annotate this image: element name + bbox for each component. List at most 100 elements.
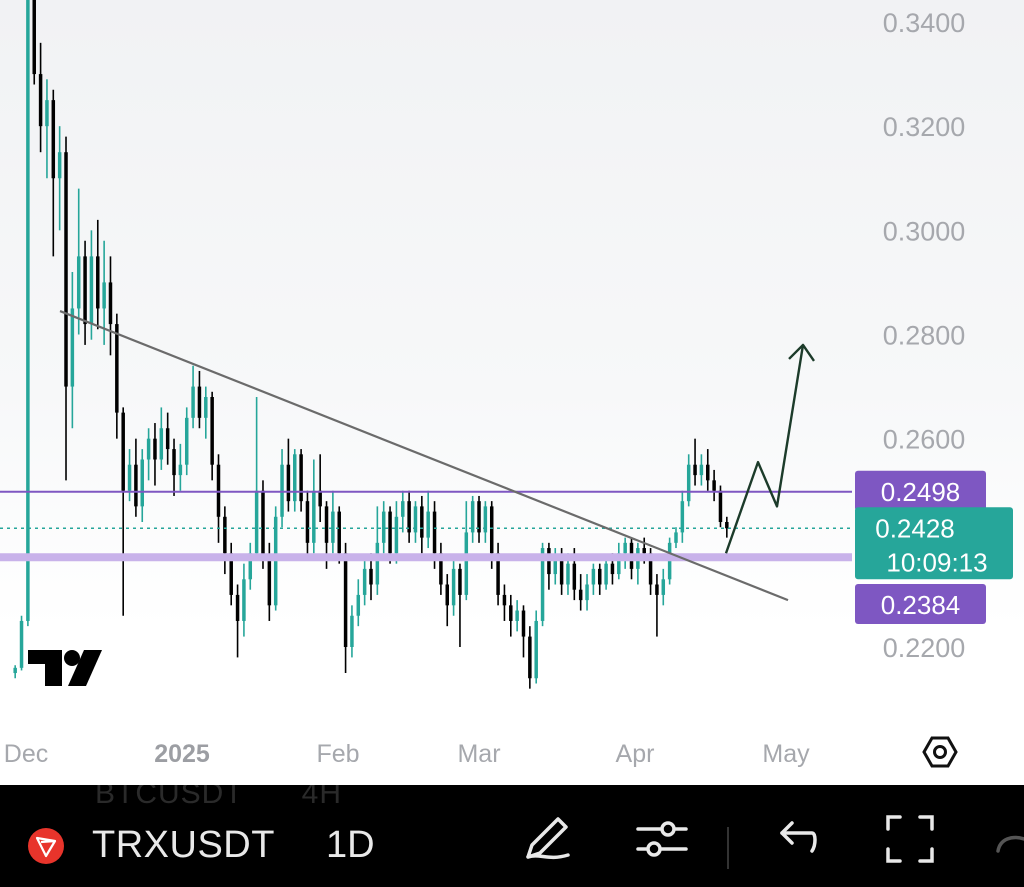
candle xyxy=(57,126,62,231)
candle-body xyxy=(108,282,113,325)
candle-body xyxy=(210,397,214,465)
candle-body xyxy=(585,584,589,601)
candle-body xyxy=(699,464,704,476)
price-axis-tick: 0.2600 xyxy=(883,425,966,455)
candle-body xyxy=(267,558,272,606)
candle-body xyxy=(178,464,183,476)
candle xyxy=(515,600,519,632)
candle-body xyxy=(693,464,697,476)
candle xyxy=(597,563,602,595)
candle xyxy=(661,568,666,606)
candle xyxy=(121,407,125,616)
candle-body xyxy=(432,511,437,554)
candle-body xyxy=(19,620,24,668)
candle-body xyxy=(540,548,545,621)
candle xyxy=(636,542,640,585)
candle-body xyxy=(51,100,56,179)
candle xyxy=(578,574,583,611)
current-price-label xyxy=(855,507,1013,580)
candle-body xyxy=(712,480,716,491)
candle xyxy=(70,272,75,429)
price-chart[interactable]: 0.3400 0.3200 0.3000 0.2800 0.2600 0.2200 Dec… xyxy=(0,0,1024,785)
candle-body xyxy=(559,558,564,585)
candle xyxy=(76,188,81,335)
candle xyxy=(146,428,151,481)
candle-body xyxy=(610,563,615,575)
candle-body xyxy=(127,464,132,491)
projection-path xyxy=(724,344,805,554)
candle xyxy=(318,454,322,522)
candle-body xyxy=(38,74,43,127)
candle-body xyxy=(451,568,456,606)
candle-body xyxy=(165,428,170,450)
time-axis-tick: Mar xyxy=(457,740,500,768)
candle-body xyxy=(464,532,469,595)
candle-body xyxy=(604,563,608,585)
bottom-toolbar: BTCUSDT 4H TRXUSDT 1D xyxy=(0,785,1024,887)
candle-body xyxy=(299,454,303,502)
candle xyxy=(280,449,284,528)
price-axis-tick: 0.3400 xyxy=(883,8,966,38)
candle xyxy=(591,563,596,595)
candle-body xyxy=(686,464,691,502)
tron-logo-icon xyxy=(28,828,64,864)
support-zone xyxy=(0,553,852,562)
candle xyxy=(699,454,704,486)
candle-body xyxy=(515,610,519,621)
time-axis-tick: Feb xyxy=(316,740,359,768)
candle xyxy=(464,501,469,601)
candle-body xyxy=(439,553,443,585)
candle xyxy=(706,449,710,491)
candle xyxy=(458,563,462,647)
more-partial-icon[interactable] xyxy=(990,811,1024,867)
time-axis-tick: 2025 xyxy=(154,740,210,768)
indicators-sliders-icon[interactable] xyxy=(634,811,690,867)
candle-body xyxy=(83,256,87,325)
candle-body xyxy=(184,417,189,465)
time-axis-tick: Apr xyxy=(616,740,655,768)
candle xyxy=(83,240,87,345)
candle-body xyxy=(235,594,240,621)
chart-settings-icon[interactable] xyxy=(922,736,958,768)
candle xyxy=(108,256,113,356)
symbol-button[interactable]: TRXUSDT xyxy=(92,824,275,866)
candle-body xyxy=(369,568,373,585)
candle-body xyxy=(64,152,68,387)
fullscreen-icon[interactable] xyxy=(882,811,938,867)
time-axis-tick: May xyxy=(762,740,810,768)
ghost-symbol-text: BTCUSDT 4H xyxy=(95,785,343,810)
draw-pen-icon[interactable] xyxy=(518,811,574,867)
projection-arrowhead xyxy=(788,343,815,362)
candle xyxy=(159,407,164,470)
candle xyxy=(26,0,30,627)
candle-body xyxy=(420,506,424,538)
candle xyxy=(305,490,310,559)
candle xyxy=(45,79,49,179)
candle xyxy=(445,574,449,627)
candle xyxy=(521,605,526,658)
candle-body xyxy=(248,553,253,580)
candle xyxy=(299,449,303,512)
candle xyxy=(439,542,443,595)
candle-body xyxy=(305,501,310,543)
candle xyxy=(172,438,176,496)
candle xyxy=(13,665,17,679)
candle-body xyxy=(534,620,538,679)
candle xyxy=(375,506,380,595)
interval-button[interactable]: 1D xyxy=(326,824,375,866)
candle-body xyxy=(57,152,62,179)
candle-body xyxy=(509,605,513,621)
candle xyxy=(229,542,233,606)
candle-body xyxy=(674,532,678,543)
candle-body xyxy=(102,282,106,309)
candle xyxy=(216,454,221,543)
chart-area[interactable]: 0.3400 0.3200 0.3000 0.2800 0.2600 0.2200 Dec… xyxy=(0,0,1024,785)
candle xyxy=(242,563,246,637)
candle xyxy=(210,391,214,481)
candle xyxy=(413,501,418,543)
candle xyxy=(585,574,589,611)
candle-body xyxy=(470,501,475,533)
price-axis-tick: 0.2800 xyxy=(883,321,966,351)
undo-icon[interactable] xyxy=(768,811,824,867)
candle xyxy=(725,516,729,538)
